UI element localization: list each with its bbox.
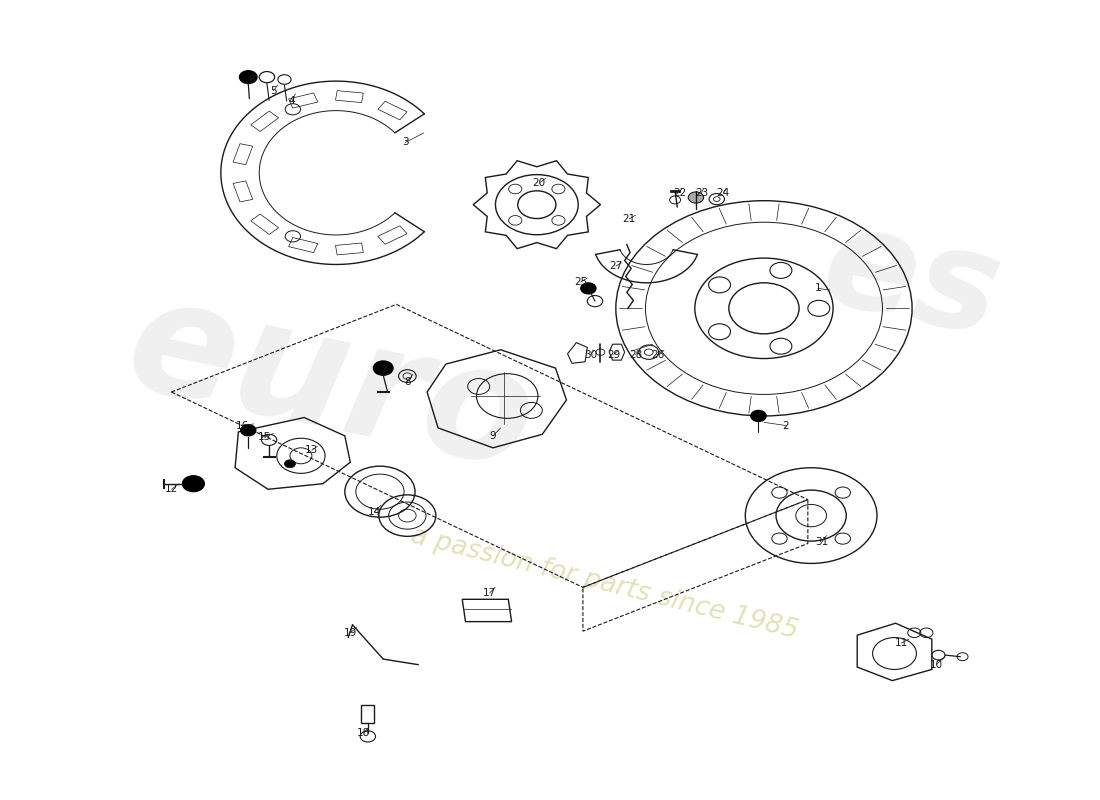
- Circle shape: [241, 425, 256, 436]
- Text: 25: 25: [574, 277, 587, 287]
- Text: 12: 12: [165, 484, 178, 494]
- Text: 1: 1: [814, 283, 821, 294]
- Text: 21: 21: [623, 214, 636, 224]
- Text: 27: 27: [609, 261, 623, 271]
- Circle shape: [751, 410, 767, 422]
- Text: 4: 4: [289, 96, 296, 106]
- Text: 24: 24: [717, 188, 730, 198]
- Text: 14: 14: [367, 506, 381, 517]
- Text: 23: 23: [695, 188, 708, 198]
- Circle shape: [689, 192, 704, 203]
- Text: 7: 7: [379, 366, 386, 376]
- Circle shape: [183, 476, 205, 492]
- Text: 20: 20: [532, 178, 546, 188]
- Circle shape: [285, 460, 296, 468]
- Text: a passion for parts since 1985: a passion for parts since 1985: [408, 522, 801, 644]
- Circle shape: [240, 70, 257, 83]
- Text: 31: 31: [815, 537, 828, 547]
- Text: 15: 15: [258, 433, 272, 442]
- Text: 29: 29: [607, 350, 620, 359]
- Text: 26: 26: [651, 350, 664, 359]
- Circle shape: [581, 283, 596, 294]
- Circle shape: [373, 361, 393, 375]
- Text: 6: 6: [249, 74, 255, 85]
- Text: 13: 13: [306, 446, 319, 455]
- Text: 28: 28: [629, 350, 642, 359]
- Text: 3: 3: [402, 138, 408, 147]
- Text: 10: 10: [930, 660, 943, 670]
- Text: 9: 9: [490, 431, 496, 441]
- Text: es: es: [812, 196, 1013, 365]
- Text: 16: 16: [236, 421, 250, 430]
- Text: 17: 17: [483, 588, 496, 598]
- Text: 2: 2: [782, 421, 789, 430]
- Text: 19: 19: [343, 628, 356, 638]
- Text: 11: 11: [894, 638, 908, 648]
- Text: 18: 18: [356, 728, 370, 738]
- Text: 30: 30: [584, 350, 597, 359]
- Text: 22: 22: [673, 188, 686, 198]
- Text: euro: euro: [113, 266, 548, 502]
- Text: 5: 5: [271, 86, 277, 96]
- Text: 8: 8: [404, 377, 410, 386]
